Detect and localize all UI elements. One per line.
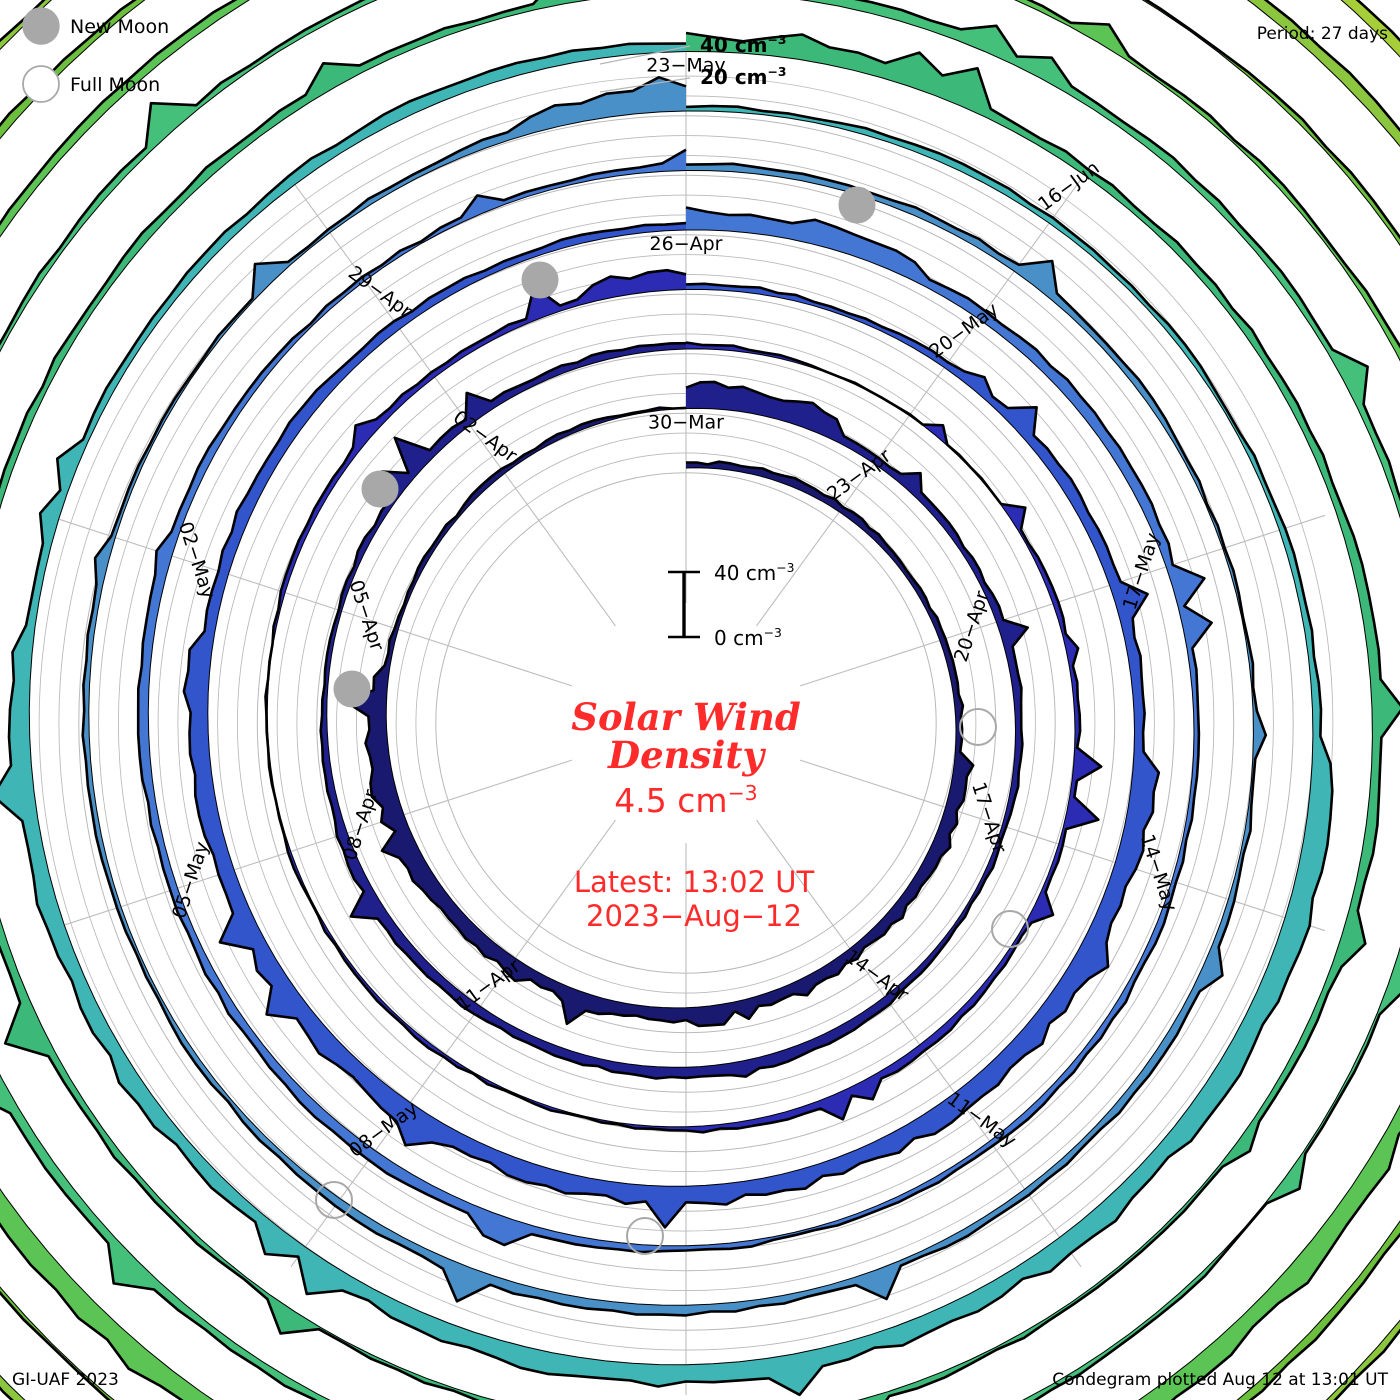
outer-scale-labels: 40 cm−3 20 cm−3 (700, 32, 787, 89)
spiral-baseline (207, 229, 1136, 1187)
spiral-trace (0, 42, 1334, 1397)
spiral-baseline (326, 348, 1017, 1068)
center-title-line1: Solar Wind (571, 695, 801, 739)
center-current-value: 4.5 cm−3 (614, 781, 757, 820)
spiral-baseline (88, 110, 1254, 1306)
center-annotation: Solar Wind Density 4.5 cm−3 Latest: 13:0… (571, 695, 814, 933)
spiral-baseline (28, 51, 1314, 1366)
center-scale-bottom: 0 cm−3 (714, 625, 782, 650)
grid-spoke (290, 819, 616, 1268)
spiral-baseline (147, 170, 1195, 1247)
spiral-trace (136, 148, 1213, 1254)
grid-spoke (46, 759, 573, 932)
moon-phase-markers (315, 186, 1029, 1255)
full-moon-marker-icon (991, 910, 1029, 948)
legend-full-moon-label: Full Moon (70, 74, 160, 96)
new-moon-icon (22, 7, 60, 45)
new-moon-marker-icon (521, 261, 559, 299)
full-moon-icon (22, 65, 60, 103)
grid-spoke (756, 178, 1082, 627)
center-scale-top: 40 cm−3 (714, 560, 795, 585)
new-moon-marker-icon (838, 186, 876, 224)
spiral-baseline (266, 289, 1076, 1128)
new-moon-marker-icon (333, 670, 371, 708)
spiral-baseline (385, 408, 957, 1009)
spiral-date-label: 30−Mar (648, 412, 724, 434)
plot-note: Condegram plotted Aug 12 at 13:01 UT (1052, 1370, 1388, 1390)
spiral-date-label: 23−May (646, 55, 725, 77)
outer-scale-leaders (599, 45, 691, 93)
spiral-trace (81, 76, 1268, 1317)
full-moon-marker-icon (959, 708, 997, 746)
spiral-trace (182, 221, 1161, 1229)
legend: New Moon Full Moon (22, 7, 169, 103)
period-note: Period: 27 days (1257, 24, 1388, 44)
outer-scale-40: 40 cm−3 (700, 32, 787, 57)
outer-scale-20: 20 cm−3 (700, 64, 787, 89)
credit-text: GI-UAF 2023 (12, 1370, 119, 1390)
spiral-trace (319, 341, 1029, 1080)
new-moon-marker-icon (361, 470, 399, 508)
center-latest-date: 2023−Aug−12 (586, 899, 802, 933)
center-latest-time: Latest: 13:02 UT (574, 865, 815, 899)
center-scale-bar: 40 cm−3 0 cm−3 (668, 560, 795, 650)
grid-spoke (799, 514, 1326, 687)
full-moon-marker-icon (626, 1217, 664, 1255)
spiral-trace (264, 268, 1103, 1134)
grid-spoke (46, 514, 573, 687)
full-moon-marker-icon (315, 1181, 353, 1219)
grid-spoke (290, 178, 616, 627)
legend-new-moon-label: New Moon (70, 16, 169, 38)
spiral-date-label: 26−Apr (650, 233, 723, 255)
spiral-trace (344, 406, 975, 1028)
center-title-line2: Density (607, 733, 767, 777)
